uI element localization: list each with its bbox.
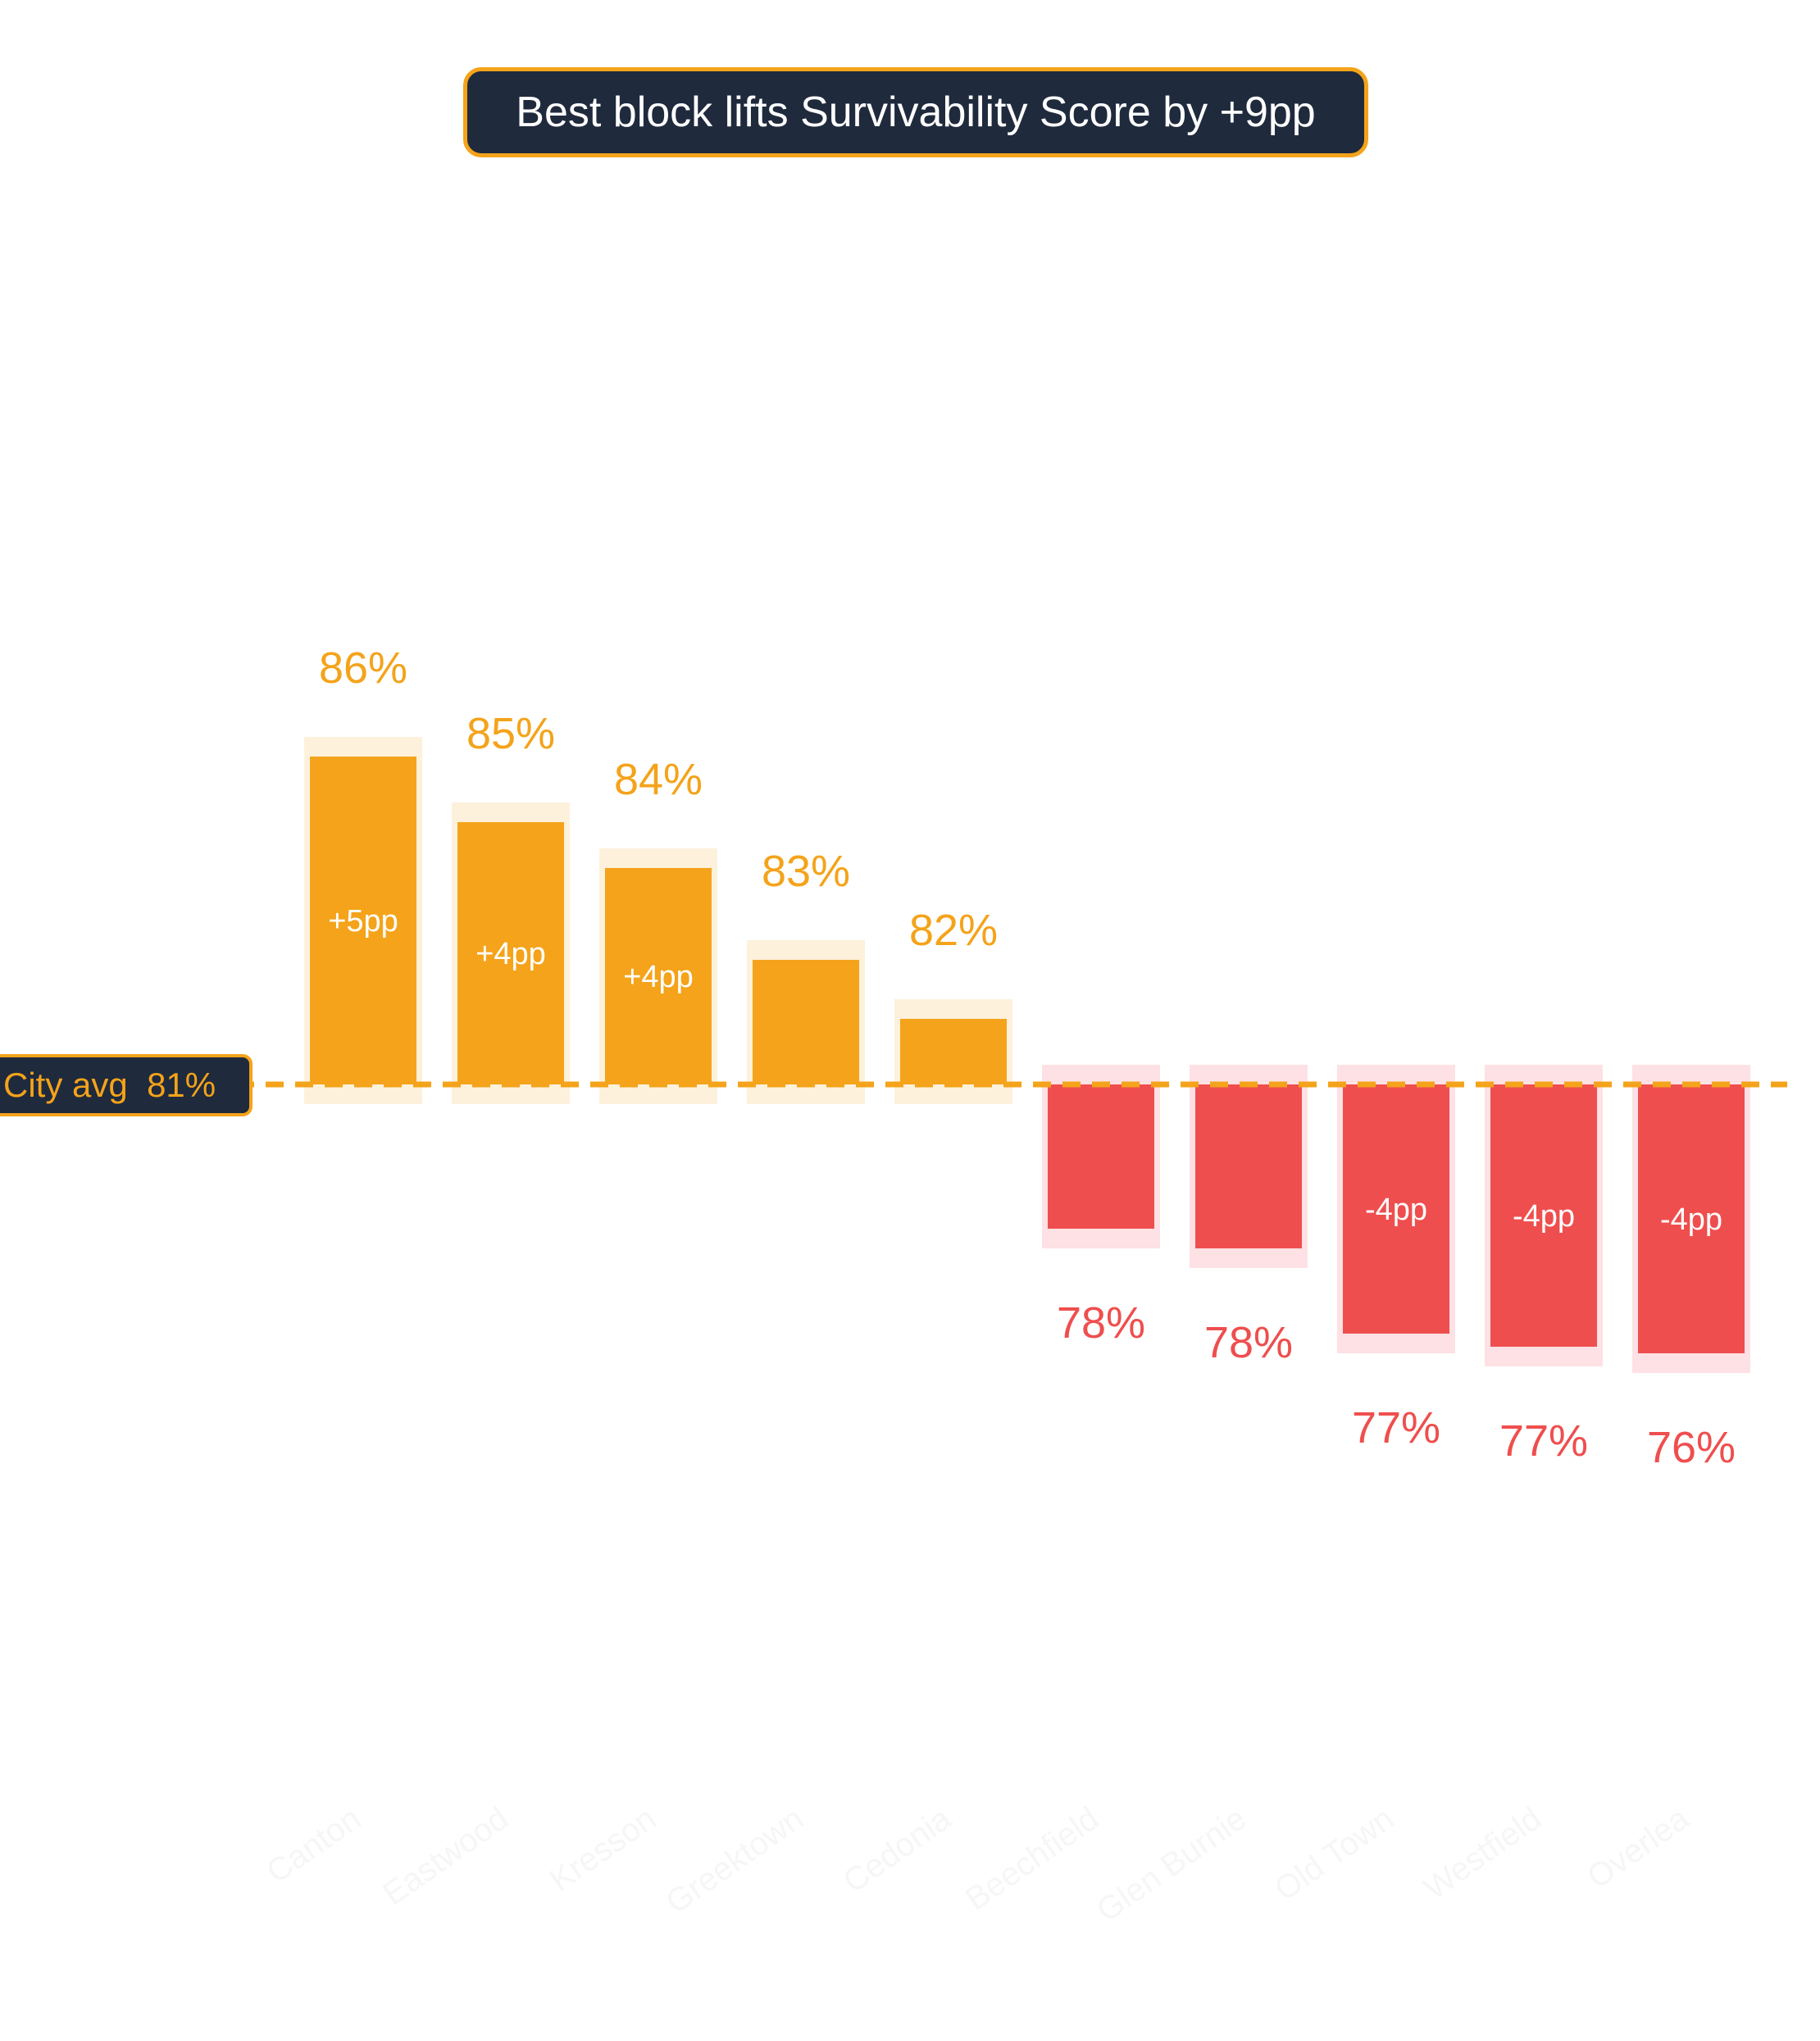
- city-average-value: 81%: [147, 1066, 216, 1104]
- category-label: Canton: [260, 1800, 367, 1890]
- bar: [1195, 1084, 1302, 1248]
- value-labels: 86% 85% 84% 83% 82% 78% 78% 77% 77% 76%: [319, 643, 1736, 1472]
- delta-label: -4pp: [1365, 1193, 1427, 1227]
- delta-label: +5pp: [328, 904, 398, 939]
- category-label: Eastwood: [376, 1800, 515, 1912]
- category-label: Greektown: [659, 1800, 810, 1921]
- value-label: 77%: [1352, 1403, 1440, 1452]
- value-label: 85%: [466, 709, 555, 758]
- bar: [1048, 1084, 1154, 1229]
- bar: [605, 868, 712, 1084]
- value-label: 83%: [762, 847, 850, 896]
- category-label: Westfield: [1417, 1800, 1548, 1907]
- bar: [900, 1019, 1007, 1084]
- delta-label: -4pp: [1513, 1199, 1575, 1234]
- bar: [1638, 1084, 1745, 1353]
- value-label: 77%: [1499, 1416, 1588, 1466]
- bar: [1343, 1084, 1449, 1334]
- category-label: Glen Burnie: [1090, 1800, 1253, 1929]
- delta-label: -4pp: [1660, 1202, 1722, 1237]
- bar: [753, 960, 859, 1084]
- delta-label: +4pp: [475, 937, 546, 971]
- value-label: 78%: [1057, 1298, 1145, 1348]
- category-label: Cedonia: [837, 1800, 958, 1900]
- bar: [310, 757, 416, 1084]
- category-label: Old Town: [1268, 1800, 1400, 1907]
- value-label: 78%: [1204, 1318, 1293, 1367]
- category-label: Beechfield: [959, 1800, 1105, 1917]
- value-label: 86%: [319, 643, 407, 693]
- delta-label: +4pp: [623, 960, 694, 994]
- bars: [310, 757, 1745, 1353]
- bar: [457, 822, 564, 1084]
- category-label: Kresson: [544, 1800, 662, 1898]
- chart-title: Best block lifts Survivability Score by …: [463, 67, 1368, 157]
- bar: [1490, 1084, 1597, 1347]
- city-average-label: City avg: [3, 1066, 128, 1104]
- value-label: 76%: [1647, 1423, 1736, 1472]
- value-label: 82%: [909, 906, 998, 955]
- city-average-badge: City avg 81%: [0, 1054, 253, 1116]
- category-label: Overlea: [1581, 1800, 1696, 1896]
- value-label: 84%: [614, 755, 703, 804]
- delta-labels: +5pp +4pp +4pp -4pp -4pp -4pp: [328, 904, 1722, 1237]
